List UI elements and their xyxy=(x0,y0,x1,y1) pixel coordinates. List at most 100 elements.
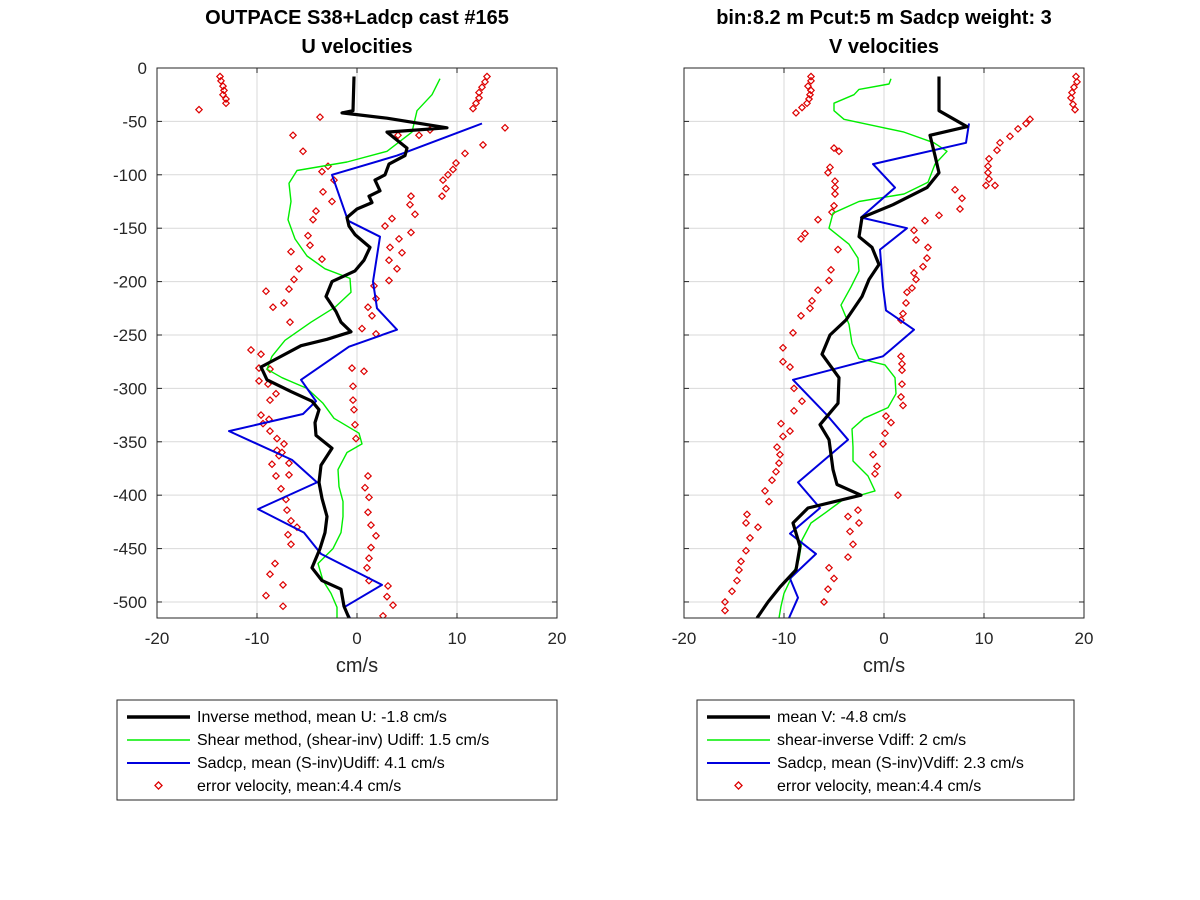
u-x-tick-label: -20 xyxy=(145,629,170,648)
v-error-marker xyxy=(911,275,921,284)
u-error-marker xyxy=(414,131,424,140)
v-error-marker xyxy=(901,298,911,307)
legend-label-sadcp: Sadcp, mean (S-inv)Udiff: 4.1 cm/s xyxy=(197,755,445,772)
u-error-marker xyxy=(279,298,289,307)
v-error-marker xyxy=(848,540,858,549)
v-error-marker xyxy=(791,108,801,117)
v-error-marker xyxy=(778,432,788,441)
u-error-marker xyxy=(364,554,374,563)
v-x-tick-label: 20 xyxy=(1075,629,1094,648)
left-x-axis-label: cm/s xyxy=(336,655,378,677)
v-error-marker xyxy=(805,90,815,99)
v-error-marker xyxy=(776,419,786,428)
v-error-marker xyxy=(736,557,746,566)
v-error-marker xyxy=(845,527,855,536)
u-error-marker xyxy=(359,367,369,376)
v-error-marker xyxy=(824,563,834,572)
v-error-marker xyxy=(745,533,755,542)
v-error-marker xyxy=(742,510,752,519)
u-error-marker xyxy=(276,484,286,493)
v-error-marker xyxy=(785,427,795,436)
v-error-marker xyxy=(909,226,919,235)
v-error-marker xyxy=(898,309,908,318)
v-error-marker xyxy=(957,194,967,203)
u-error-marker xyxy=(406,228,416,237)
u-x-tick-label: -10 xyxy=(245,629,270,648)
v-error-marker xyxy=(902,288,912,297)
u-error-marker xyxy=(254,376,264,385)
u-error-marker xyxy=(289,275,299,284)
v-sadcp-line xyxy=(788,123,970,618)
u-x-tick-label: 10 xyxy=(448,629,467,648)
v-error-marker xyxy=(983,168,993,177)
v-error-marker xyxy=(853,506,863,515)
u-error-marker xyxy=(270,559,280,568)
v-error-marker xyxy=(774,459,784,468)
v-error-marker xyxy=(950,185,960,194)
v-error-marker xyxy=(741,518,751,527)
u-error-marker xyxy=(451,159,461,168)
v-error-marker xyxy=(727,587,737,596)
v-error-marker xyxy=(807,296,817,305)
v-error-marker xyxy=(1066,93,1076,102)
u-error-marker xyxy=(363,508,373,517)
u-error-marker xyxy=(261,591,271,600)
v-error-marker xyxy=(893,491,903,500)
v-error-marker xyxy=(771,467,781,476)
u-y-tick-label: -250 xyxy=(113,326,147,345)
u-y-tick-label: -200 xyxy=(113,273,147,292)
u-error-marker xyxy=(221,99,231,108)
v-error-marker xyxy=(990,181,1000,190)
v-error-marker xyxy=(981,181,991,190)
legend-label-shear-inverse: shear-inverse Vdiff: 2 cm/s xyxy=(777,732,966,749)
v-error-marker xyxy=(778,357,788,366)
u-error-marker xyxy=(394,234,404,243)
u-error-marker xyxy=(500,123,510,132)
u-error-marker xyxy=(308,215,318,224)
v-shear-line xyxy=(778,78,948,618)
legend-label-inverse: Inverse method, mean U: -1.8 cm/s xyxy=(197,709,447,726)
legend-label-sadcp-v: Sadcp, mean (S-inv)Vdiff: 2.3 cm/s xyxy=(777,755,1024,772)
v-error-marker xyxy=(907,283,917,293)
u-error-marker xyxy=(468,104,478,113)
u-error-marker xyxy=(268,303,278,312)
legend-label-shear: Shear method, (shear-inv) Udiff: 1.5 cm/… xyxy=(197,732,489,749)
v-error-marker xyxy=(881,412,891,421)
u-error-marker xyxy=(471,99,481,108)
v-error-marker xyxy=(872,462,882,471)
v-error-marker xyxy=(825,163,835,172)
u-inverse-line xyxy=(259,76,449,618)
v-error-marker xyxy=(918,262,928,271)
u-error-marker xyxy=(271,471,281,481)
u-error-marker xyxy=(351,434,361,443)
u-error-marker xyxy=(410,210,420,219)
u-error-marker xyxy=(294,264,304,273)
left-legend: Inverse method, mean U: -1.8 cm/s Shear … xyxy=(116,699,558,801)
u-error-marker xyxy=(480,77,490,86)
v-error-marker xyxy=(923,243,933,252)
u-error-marker xyxy=(362,563,372,572)
u-error-marker xyxy=(348,396,358,405)
u-error-marker xyxy=(478,140,488,149)
u-error-marker xyxy=(393,131,403,140)
u-error-marker xyxy=(448,165,458,174)
u-error-marker xyxy=(317,167,327,176)
u-error-marker xyxy=(221,94,231,104)
u-velocity-axes: -20 -10 0 10 200-50-100-150-200-250-300-350-… xyxy=(113,59,566,648)
u-error-marker xyxy=(388,601,398,610)
v-error-marker xyxy=(1025,115,1035,124)
u-error-marker xyxy=(371,531,381,540)
u-error-marker xyxy=(349,405,359,414)
u-error-marker xyxy=(397,248,407,257)
left-legend-box xyxy=(116,699,558,801)
v-error-marker xyxy=(995,138,1005,147)
u-y-tick-label: -50 xyxy=(122,112,147,131)
u-error-marker xyxy=(318,187,328,196)
v-error-marker xyxy=(789,406,799,415)
u-error-marker xyxy=(218,90,228,99)
u-error-marker xyxy=(286,247,296,256)
u-error-marker xyxy=(460,149,470,158)
v-series-group xyxy=(720,72,1082,618)
v-error-marker xyxy=(880,429,890,438)
